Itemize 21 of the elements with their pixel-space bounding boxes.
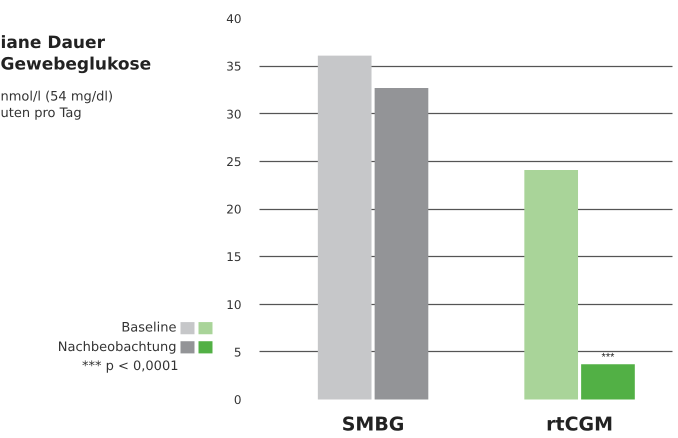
y-tick-label: 5 bbox=[234, 345, 242, 360]
y-tick-label: 15 bbox=[226, 250, 242, 264]
x-tick-label: rtCGM bbox=[546, 414, 614, 436]
y-tick-label: 0 bbox=[234, 393, 242, 407]
bar bbox=[318, 56, 372, 400]
y-tick-label: 30 bbox=[226, 107, 242, 122]
y-tick-label: 35 bbox=[226, 60, 242, 74]
y-tick-label: 25 bbox=[226, 154, 242, 169]
bar bbox=[374, 88, 428, 400]
annotation: *** bbox=[602, 351, 616, 364]
text: *** p < 0,0001 bbox=[82, 358, 178, 374]
text: iane Dauer Gewebeglukose bbox=[0, 32, 152, 75]
y-tick-label: 10 bbox=[226, 298, 242, 312]
y-tick-label: 40 bbox=[226, 12, 242, 26]
bar bbox=[524, 170, 578, 400]
legend-label: Nachbeobachtung bbox=[58, 340, 177, 355]
x-tick-label: SMBG bbox=[342, 414, 404, 436]
y-tick-label: 20 bbox=[226, 202, 242, 216]
text: nmol/l (54 mg/dl) uten pro Tag bbox=[0, 89, 114, 121]
legend-label: Baseline bbox=[121, 320, 177, 336]
bar bbox=[581, 364, 635, 400]
